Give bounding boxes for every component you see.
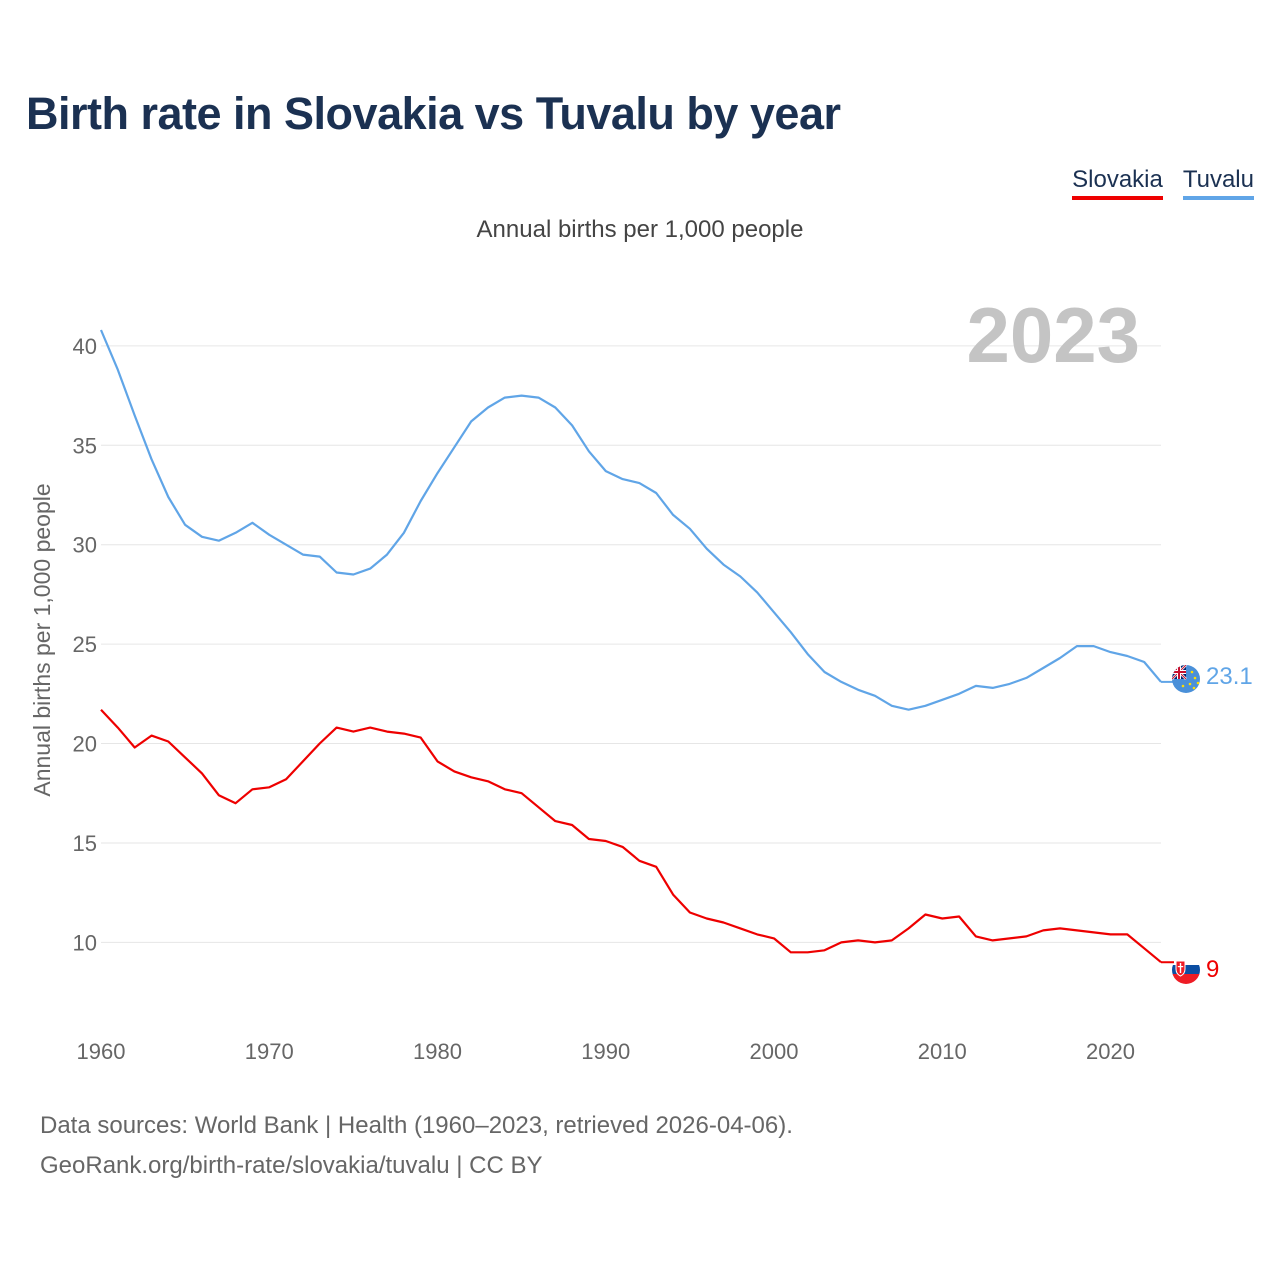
y-tick-label: 30 xyxy=(73,533,97,558)
x-tick-label: 2020 xyxy=(1086,1039,1135,1064)
source-link[interactable]: GeoRank.org/birth-rate/slovakia/tuvalu |… xyxy=(40,1152,543,1179)
x-tick-label: 1990 xyxy=(581,1039,630,1064)
y-tick-label: 25 xyxy=(73,632,97,657)
footer: Data sources: World Bank | Health (1960–… xyxy=(40,1106,793,1186)
data-source-text: Data sources: World Bank | Health (1960–… xyxy=(40,1112,793,1139)
legend-item-tuvalu[interactable]: Tuvalu xyxy=(1182,166,1254,200)
slovakia-end-label: 9 xyxy=(1206,956,1219,983)
tuvalu-end-label: 23.1 xyxy=(1206,663,1253,690)
x-tick-label: 1970 xyxy=(245,1039,294,1064)
x-tick-label: 2000 xyxy=(750,1039,799,1064)
chart-subtitle: Annual births per 1,000 people xyxy=(476,216,804,243)
y-axis-ticks: 10 15 20 25 30 35 40 xyxy=(73,334,97,955)
series-line-tuvalu[interactable] xyxy=(99,329,1162,711)
y-tick-label: 10 xyxy=(73,930,97,955)
y-tick-label: 40 xyxy=(73,334,97,359)
x-tick-label: 1980 xyxy=(413,1039,462,1064)
legend: Slovakia Tuvalu xyxy=(1072,166,1254,200)
x-tick-label: 2010 xyxy=(918,1039,967,1064)
chart-title: Birth rate in Slovakia vs Tuvalu by year xyxy=(26,88,841,139)
x-tick-label: 1960 xyxy=(77,1039,126,1064)
y-axis-label: Annual births per 1,000 people xyxy=(29,483,55,796)
series-lines xyxy=(99,329,1174,964)
legend-item-slovakia[interactable]: Slovakia xyxy=(1072,166,1163,200)
grid-lines xyxy=(101,345,1161,943)
series-line-slovakia[interactable] xyxy=(100,708,1162,964)
y-tick-label: 35 xyxy=(73,433,97,458)
y-tick-label: 20 xyxy=(73,732,97,757)
y-tick-label: 15 xyxy=(73,831,97,856)
slovakia-flag-icon xyxy=(1172,956,1200,984)
tuvalu-flag-icon xyxy=(1172,665,1200,693)
x-axis-ticks: 1960 1970 1980 1990 2000 2010 2020 xyxy=(77,1039,1135,1064)
year-label: 2023 xyxy=(966,291,1140,379)
